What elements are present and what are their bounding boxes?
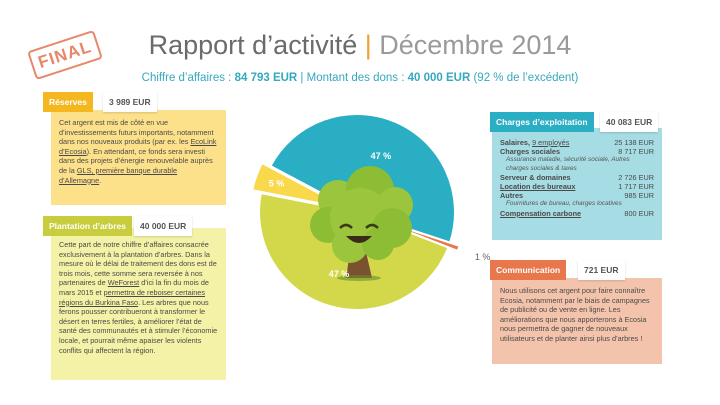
charges-row-other: Autres 985 EUR [500, 191, 654, 200]
plantation-text-2: d’ici la fin du mois de mars 2015 et [59, 278, 209, 297]
subtitle: Chiffre d’affaires : 84 793 EUR | Montan… [0, 72, 720, 84]
charges-row-office: Location des bureaux 1 717 EUR [500, 182, 654, 191]
other-label: Autres [500, 191, 524, 201]
charges-row-server: Serveur & domaines 2 726 EUR [500, 173, 654, 182]
ecolink-link[interactable]: EcoLink d’Ecosia [59, 137, 217, 156]
communication-box: Nous utilisons cet argent pour faire con… [492, 278, 662, 364]
subtitle-donations-value: 40 000 EUR [407, 72, 471, 84]
salaries-value: 25 138 EUR [614, 138, 654, 147]
burkina-faso-link[interactable]: permettra de reboiser certaines régions … [59, 287, 206, 307]
other-value: 985 EUR [624, 191, 654, 201]
charges-box: Salaires, 9 employés 25 138 EUR Charges … [492, 128, 662, 240]
carbon-offset-link[interactable]: Compensation carbone [500, 208, 582, 218]
server-value: 2 726 EUR [618, 172, 654, 182]
subtitle-percent: (92 % de l’excédent) [470, 72, 579, 84]
server-label: Serveur & domaines [500, 172, 571, 182]
other-note: Fournitures de bureau, charges locatives [506, 200, 622, 208]
title-date: Décembre 2014 [379, 30, 572, 60]
title-main: Rapport d’activité [148, 30, 358, 60]
reserves-text-3: . [99, 175, 102, 185]
charges-row-carbon: Compensation carbone 800 EUR [500, 209, 654, 218]
pie-label-2: 47 % [329, 269, 350, 279]
carbon-offset-value: 800 EUR [624, 208, 654, 218]
gls-bank-link[interactable]: GLS, première banque durable d’Allemagne [59, 165, 178, 185]
tree-foliage [362, 228, 394, 260]
subtitle-donations-label: | Montant des dons : [297, 72, 408, 84]
tree-eye-left [339, 223, 353, 229]
tree-eye-right [365, 223, 379, 229]
pie-label-0: 47 % [371, 151, 392, 161]
reserves-box: Cet argent est mis de côté en vue d’inve… [51, 110, 226, 205]
plantation-box: Cette part de notre chiffre d’affaires c… [51, 228, 226, 380]
reserves-header: Réserves [43, 92, 93, 112]
title-separator: | [364, 30, 372, 60]
social-charges-label: Charges sociales [500, 147, 561, 157]
office-rent-value: 1 717 EUR [618, 182, 654, 192]
subtitle-revenue-label: Chiffre d’affaires : [141, 72, 235, 84]
plantation-amount: 40 000 EUR [134, 216, 193, 236]
social-charges-note: Assurance maladie, sécurité sociale, Aut… [506, 156, 630, 172]
social-charges-value: 8 717 EUR [618, 147, 654, 157]
tree-shadow [337, 275, 381, 281]
charges-row-salaries: Salaires, 9 employés 25 138 EUR [500, 138, 654, 147]
reserves-amount: 3 989 EUR [103, 92, 157, 112]
charges-amount: 40 083 EUR [600, 112, 659, 132]
charges-row-social: Charges sociales 8 717 EUR [500, 147, 654, 156]
communication-amount: 721 EUR [578, 260, 625, 280]
charges-header: Charges d’exploitation [490, 112, 594, 132]
weforest-link[interactable]: WeForest [107, 278, 140, 288]
communication-text: Nous utilisons cet argent pour faire con… [500, 286, 650, 343]
plantation-text-1: Cette part de notre chiffre d’affaires c… [59, 240, 217, 288]
communication-header: Communication [490, 260, 567, 280]
subtitle-revenue-value: 84 793 EUR [234, 72, 298, 84]
salaries-label: Salaires, [500, 138, 533, 147]
tree-mouth [346, 236, 372, 243]
pie-label-1: 1 % [475, 252, 491, 262]
reserves-text-1: Cet argent est mis de côté en vue d’inve… [59, 118, 214, 147]
reserves-text-2: ). En attendant, ce fonds sera investi d… [59, 146, 213, 175]
pie-label-3: 5 % [269, 178, 285, 188]
employees-link[interactable]: 9 employés [532, 138, 570, 147]
tree-mascot [310, 166, 413, 281]
plantation-text-3: . Les arbres que nous ferons pousser con… [59, 297, 218, 355]
office-rent-link[interactable]: Location des bureaux [500, 182, 576, 192]
page-title: Rapport d’activité | Décembre 2014 [0, 30, 720, 61]
plantation-header: Plantation d’arbres [43, 216, 132, 236]
